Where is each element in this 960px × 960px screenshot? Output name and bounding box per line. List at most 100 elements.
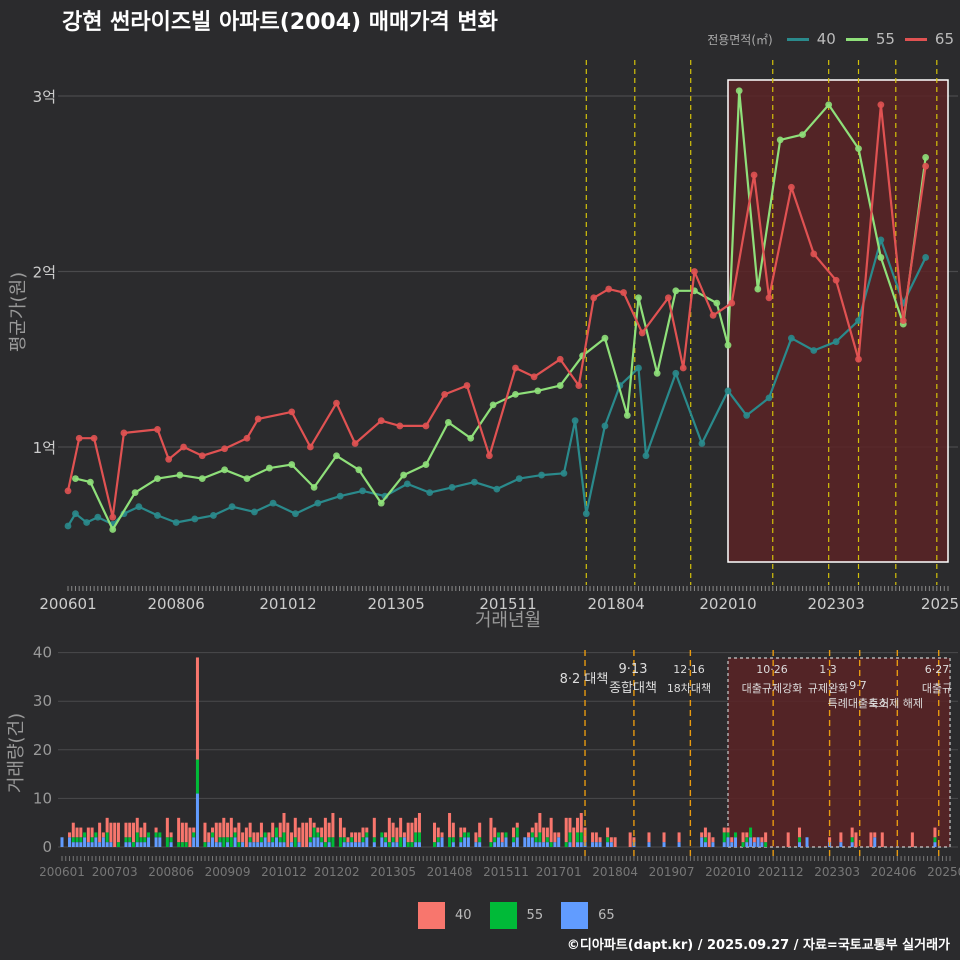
volume-bar-55 (538, 832, 542, 843)
volume-bar-40 (131, 822, 135, 843)
price-line-65 (66, 103, 927, 519)
volume-bar-55 (489, 842, 493, 847)
volume-bar-55 (448, 837, 452, 847)
volume-bar-65 (523, 837, 527, 847)
volume-bar-40 (850, 827, 854, 838)
price-point-40 (765, 394, 773, 402)
volume-legend-item-55: 55 (489, 902, 543, 929)
volume-bar-40 (579, 812, 583, 833)
price-point-55 (512, 390, 519, 398)
volume-bar-55 (515, 827, 519, 838)
price-point-65 (899, 317, 907, 325)
source-credit: ©디아파트(dapt.kr) / 2025.09.27 / 자료=국토교통부 실… (566, 938, 950, 953)
volume-bar-55 (184, 842, 188, 847)
price-point-55 (355, 466, 363, 474)
volume-x-tick-label: 201701 (536, 865, 582, 879)
volume-bar-40 (177, 817, 181, 843)
volume-bar-55 (466, 832, 470, 838)
volume-bar-40 (282, 812, 286, 833)
volume-bar-65 (350, 842, 354, 847)
price-point-65 (765, 294, 773, 302)
volume-bar-40 (839, 832, 843, 843)
price-point-40 (810, 347, 818, 354)
volume-bar-65 (79, 842, 83, 847)
volume-legend-label-65: 65 (598, 908, 615, 923)
volume-bar-40 (226, 822, 230, 838)
volume-x-tick-label: 201907 (649, 865, 695, 879)
volume-y-tick-label: 40 (33, 644, 52, 662)
volume-bar-65 (214, 842, 218, 847)
volume-bar-40 (406, 822, 410, 843)
volume-bar-40 (726, 827, 730, 833)
price-point-40 (743, 412, 751, 419)
volume-bar-55 (308, 837, 312, 843)
volume-bar-55 (545, 837, 549, 843)
volume-bar-65 (267, 842, 271, 847)
volume-bar-40 (267, 832, 271, 843)
volume-bar-55 (417, 832, 421, 843)
volume-bar-55 (331, 837, 335, 847)
volume-bar-55 (237, 842, 241, 847)
price-point-65 (441, 390, 449, 398)
price-point-55 (713, 299, 721, 307)
price-point-40 (228, 503, 236, 511)
price-point-55 (198, 475, 206, 482)
volume-bar-40 (557, 832, 561, 838)
volume-bar-65 (414, 842, 418, 847)
volume-bar-65 (440, 837, 444, 847)
volume-bar-65 (463, 837, 467, 847)
price-y-tick-label: 2억 (33, 264, 56, 282)
volume-bar-40 (135, 817, 139, 833)
volume-bar-65 (233, 837, 237, 847)
volume-bar-65 (515, 837, 519, 847)
volume-bar-65 (839, 842, 843, 847)
volume-bar-55 (248, 837, 252, 843)
volume-y-tick-label: 10 (33, 789, 52, 807)
volume-bar-40 (527, 832, 531, 838)
volume-bar-65 (252, 842, 256, 847)
price-point-40 (336, 492, 344, 500)
volume-bar-55 (218, 837, 222, 843)
volume-bar-40 (542, 827, 546, 843)
volume-bar-65 (139, 842, 143, 847)
volume-bar-40 (68, 832, 72, 838)
volume-bar-40 (252, 832, 256, 843)
volume-bar-55 (387, 842, 391, 847)
volume-bar-55 (271, 837, 275, 843)
volume-bar-40 (910, 832, 914, 847)
volume-bar-40 (594, 832, 598, 843)
price-y-axis-title: 평균가(원) (8, 272, 29, 352)
volume-bar-65 (154, 837, 158, 847)
volume-bar-65 (606, 842, 610, 847)
volume-bar-65 (417, 842, 421, 847)
volume-bar-65 (500, 842, 504, 847)
volume-bar-65 (752, 842, 756, 847)
volume-bar-40 (515, 822, 519, 828)
volume-x-tick-label: 201511 (483, 865, 529, 879)
price-x-tick-label: 2025 (921, 595, 959, 613)
volume-bar-65 (143, 842, 147, 847)
volume-bar-55 (703, 837, 707, 843)
legend-swatch-40 (786, 37, 809, 41)
chart-title: 강현 썬라이즈빌 아파트(2004) 매매가격 변화 (62, 10, 498, 35)
price-point-65 (221, 445, 229, 453)
price-point-40 (64, 522, 72, 530)
price-point-65 (787, 183, 795, 191)
price-point-55 (489, 401, 497, 409)
volume-bar-65 (60, 837, 64, 847)
volume-bar-55 (734, 832, 738, 838)
price-point-40 (493, 485, 501, 493)
volume-bar-65 (256, 842, 260, 847)
volume-bar-40 (752, 837, 756, 843)
volume-bar-65 (211, 837, 215, 847)
price-y-tick-label: 3억 (33, 88, 56, 106)
volume-legend: 40 55 65 (418, 902, 621, 929)
price-point-55 (422, 461, 430, 468)
volume-annotation-a1: 8·2 대책 (560, 672, 609, 687)
volume-bar-65 (395, 842, 399, 847)
price-point-55 (377, 499, 385, 507)
volume-bar-55 (361, 837, 365, 843)
volume-annotation-a9: 규제완화 (808, 682, 848, 695)
price-point-40 (292, 510, 299, 518)
volume-bar-40 (124, 822, 128, 838)
